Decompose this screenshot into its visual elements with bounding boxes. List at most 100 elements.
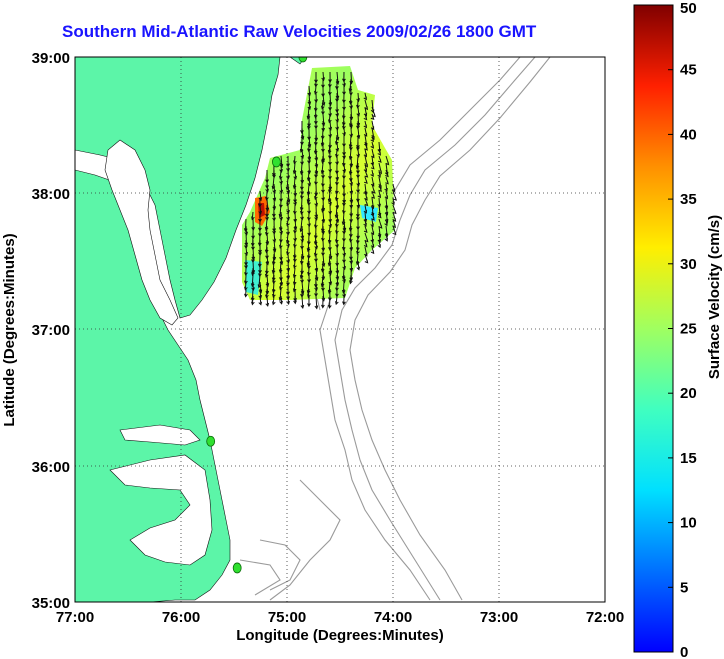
velocity-arrow xyxy=(356,176,360,187)
velocity-arrow xyxy=(300,232,304,243)
velocity-arrow xyxy=(314,295,319,310)
velocity-arrow xyxy=(327,232,332,244)
velocity-arrow xyxy=(244,246,248,256)
velocity-arrow xyxy=(356,260,361,271)
velocity-arrow xyxy=(321,295,325,309)
chesapeake-bay xyxy=(104,139,179,326)
velocity-arrow xyxy=(314,281,318,292)
velocity-arrow xyxy=(364,169,369,178)
radar-station-marker xyxy=(298,57,308,63)
velocity-arrow xyxy=(371,106,376,118)
velocity-arrow xyxy=(258,204,262,215)
velocity-arrow xyxy=(258,295,263,306)
velocity-arrow xyxy=(328,225,332,235)
velocity-arrow xyxy=(392,225,397,236)
velocity-arrow xyxy=(385,155,390,166)
velocity-arrow xyxy=(244,288,248,298)
x-tick: 76:00 xyxy=(162,609,200,626)
velocity-arrow xyxy=(265,197,270,212)
velocity-arrow xyxy=(349,120,353,129)
velocity-arrow xyxy=(265,295,270,307)
velocity-arrow xyxy=(279,225,283,235)
velocity-arrow xyxy=(356,148,360,158)
velocity-arrow xyxy=(364,134,368,147)
velocity-arrow xyxy=(385,176,389,185)
velocity-arrow xyxy=(251,295,255,306)
velocity-arrow xyxy=(335,148,339,158)
y-tick: 38:00 xyxy=(32,186,70,203)
velocity-arrow xyxy=(314,197,318,207)
velocity-arrow xyxy=(363,218,367,227)
velocity-arrow xyxy=(377,239,381,249)
velocity-arrow xyxy=(251,267,255,277)
colorbar-tick-label: 30 xyxy=(680,256,697,273)
velocity-arrow xyxy=(264,218,269,232)
velocity-arrow xyxy=(321,71,325,82)
velocity-arrow xyxy=(335,113,339,123)
colorbar: 0 5 10 15 20 25 30 35 40 45 50 Surface Velocity (c… xyxy=(633,0,723,659)
velocity-arrow xyxy=(370,246,375,255)
velocity-arrow xyxy=(321,204,325,213)
velocity-arrow xyxy=(314,155,319,169)
y-tick: 39:00 xyxy=(32,50,70,67)
colorbar-tick-label: 0 xyxy=(680,644,688,659)
velocity-arrow xyxy=(342,127,346,137)
velocity-arrow xyxy=(363,225,368,234)
velocity-arrow xyxy=(328,92,333,107)
x-axis-label: Longitude (Degrees:Minutes) xyxy=(236,627,444,644)
velocity-arrow xyxy=(292,267,297,279)
velocity-arrow xyxy=(307,148,312,161)
colorbar-tick-label: 35 xyxy=(680,191,697,208)
velocity-arrow xyxy=(278,169,283,180)
velocity-arrow xyxy=(251,211,255,221)
velocity-arrow xyxy=(349,176,353,187)
velocity-arrow xyxy=(371,190,376,199)
velocity-arrow xyxy=(321,113,326,127)
plot-frame xyxy=(74,56,606,603)
velocity-arrow xyxy=(334,190,339,202)
velocity-arrow xyxy=(349,274,353,285)
velocity-arrow xyxy=(307,267,311,277)
radar-station-marker xyxy=(271,156,281,168)
velocity-arrow xyxy=(271,260,276,275)
velocity-arrow xyxy=(286,211,290,221)
velocity-arrow xyxy=(378,218,383,229)
velocity-arrow xyxy=(335,197,340,210)
velocity-arrow xyxy=(370,141,375,149)
velocity-arrow xyxy=(279,176,283,185)
x-tick: 74:00 xyxy=(374,609,412,626)
albemarle-sound xyxy=(119,424,201,446)
velocity-arrow xyxy=(320,260,325,273)
velocity-arrow xyxy=(279,295,283,305)
velocity-arrow xyxy=(349,183,354,195)
velocity-arrow xyxy=(335,141,340,152)
velocity-arrow xyxy=(314,211,318,221)
colorbar-tick-label: 10 xyxy=(680,515,697,532)
y-axis: 39:00 38:00 37:00 36:00 35:00 Latitude (… xyxy=(1,50,70,612)
velocity-arrow xyxy=(370,218,374,228)
colorbar-tick-label: 5 xyxy=(680,579,688,596)
x-tick: 73:00 xyxy=(480,609,518,626)
velocity-arrow xyxy=(364,197,369,207)
velocity-arrow xyxy=(378,183,382,192)
velocity-arrow xyxy=(370,113,375,120)
velocity-arrow xyxy=(328,113,332,124)
velocity-arrow xyxy=(334,232,339,244)
velocity-arrow xyxy=(286,169,290,180)
velocity-arrow xyxy=(342,162,347,174)
velocity-arrow xyxy=(244,281,248,291)
radar-station-marker xyxy=(232,562,242,574)
velocity-arrow xyxy=(293,260,297,269)
velocity-arrow xyxy=(342,260,346,271)
velocity-arrow xyxy=(341,239,346,251)
velocity-arrow xyxy=(314,190,318,201)
velocity-arrow xyxy=(279,281,283,291)
velocity-arrow xyxy=(292,274,297,286)
velocity-arrow xyxy=(348,134,353,149)
velocity-arrow xyxy=(307,85,312,97)
velocity-arrow xyxy=(313,246,318,257)
velocity-arrow xyxy=(363,113,368,121)
velocity-arrow xyxy=(300,295,305,309)
velocity-arrow xyxy=(384,225,389,238)
velocity-arrow xyxy=(348,92,353,105)
